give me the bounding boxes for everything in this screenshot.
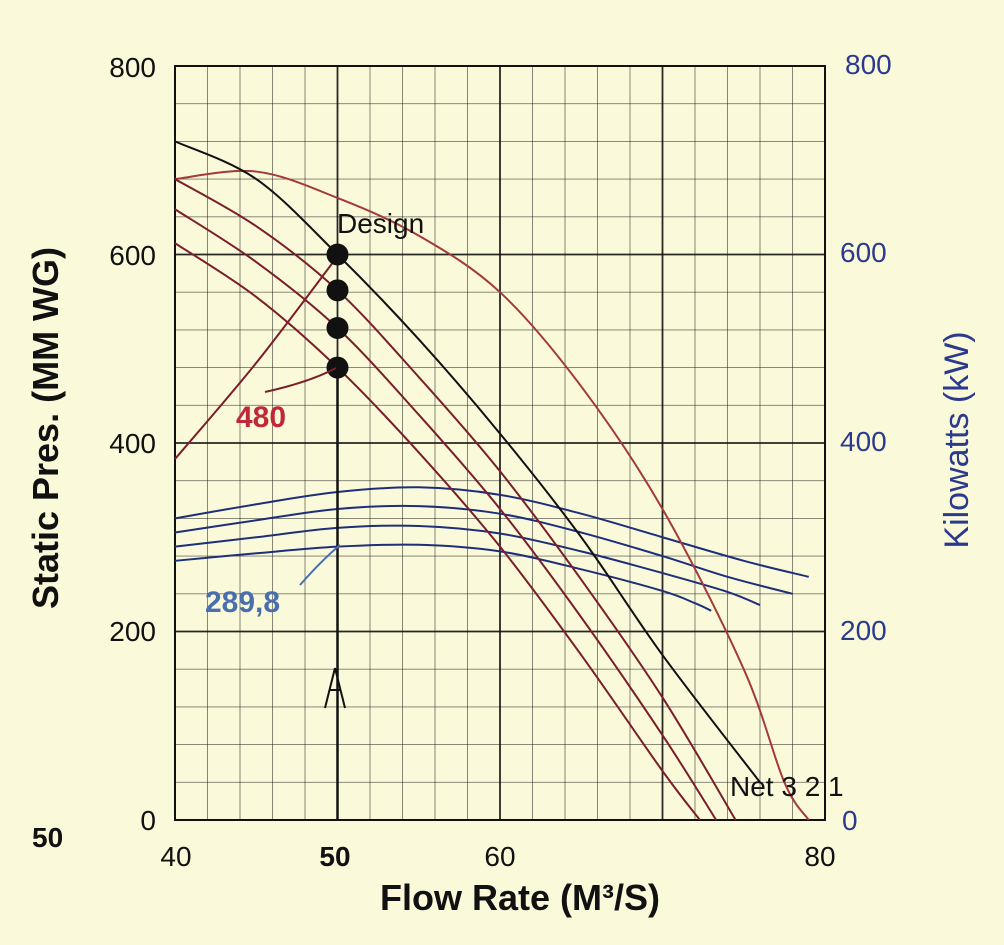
annotations: Design 480 289,8 Net 3 2 1 — [205, 208, 844, 802]
pressure-curve — [174, 140, 761, 783]
pressure-curve — [174, 242, 701, 821]
left-axis-ticks: 800 600 400 200 0 — [109, 52, 156, 836]
grid — [174, 65, 826, 821]
power-curve — [174, 524, 761, 607]
design-label: Design — [337, 208, 424, 239]
y-left-tick: 600 — [109, 240, 156, 271]
power-curve — [174, 504, 793, 595]
operating-point — [326, 317, 349, 340]
x-axis-ticks: 40 50 60 80 — [160, 841, 835, 872]
y-right-tick: 600 — [840, 237, 887, 268]
y-left-axis-label: Static Pres. (MM WG) — [25, 247, 66, 609]
label-289-leader — [299, 544, 341, 586]
operating-point — [326, 279, 349, 302]
right-axis-ticks: 800 600 400 200 0 — [840, 49, 892, 836]
x-tick: 50 — [319, 841, 350, 872]
x-tick: 40 — [160, 841, 191, 872]
y-left-tick: 0 — [140, 805, 156, 836]
y-right-tick: 0 — [842, 805, 858, 836]
operating-points — [326, 243, 349, 379]
flow-arrow-marker — [324, 667, 346, 709]
y-right-tick: 200 — [840, 615, 887, 646]
x-tick: 60 — [484, 841, 515, 872]
y-left-tick: 200 — [109, 616, 156, 647]
y-right-tick: 800 — [845, 49, 892, 80]
pressure-curve — [174, 178, 737, 821]
bottom-left-label: 50 — [32, 822, 63, 853]
x-tick: 80 — [804, 841, 835, 872]
label-289: 289,8 — [205, 586, 280, 619]
curve-labels: Net 3 2 1 — [730, 771, 844, 802]
y-left-tick: 400 — [109, 428, 156, 459]
pressure-curve — [174, 208, 717, 821]
y-left-tick: 800 — [109, 52, 156, 83]
label-480-leader — [264, 367, 337, 393]
system-curve — [174, 255, 339, 460]
label-480: 480 — [236, 401, 286, 434]
curves — [174, 140, 810, 821]
operating-point — [326, 356, 349, 379]
plot-frame — [174, 65, 826, 821]
x-axis-label: Flow Rate (M³/S) — [380, 877, 660, 918]
design-curve — [174, 169, 810, 821]
power-curve — [174, 543, 712, 612]
power-curve — [174, 486, 809, 578]
operating-point — [326, 243, 349, 266]
y-right-tick: 400 — [840, 426, 887, 457]
y-right-axis-label: Kilowatts (kW) — [938, 331, 976, 548]
